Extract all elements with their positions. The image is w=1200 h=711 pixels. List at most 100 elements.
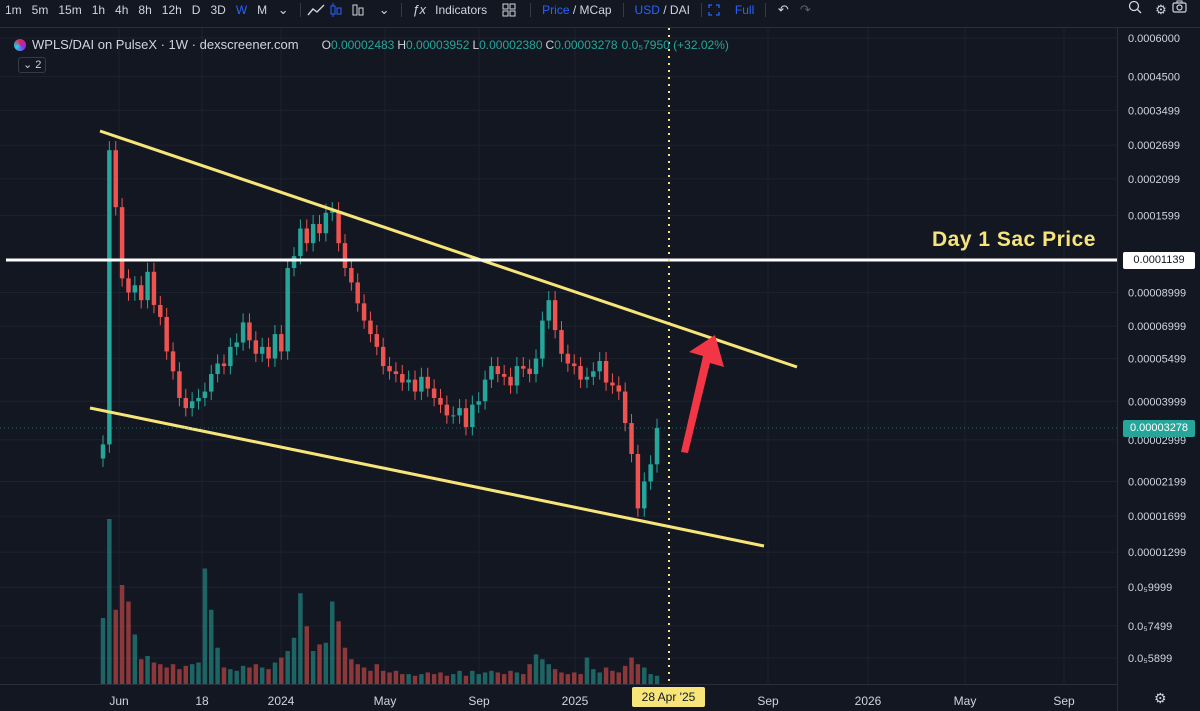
chevron-down-icon[interactable]: ⌄	[378, 2, 390, 17]
candle-body	[285, 268, 290, 352]
price-tick-label: 0.00001699	[1128, 511, 1186, 523]
candle-body	[591, 371, 596, 377]
timeframe-4h[interactable]: 4h	[115, 3, 129, 17]
volume-bar	[642, 667, 647, 684]
candle-body	[610, 382, 615, 386]
volume-bar	[298, 593, 303, 684]
upward-arrow[interactable]	[681, 335, 724, 453]
candle-body	[368, 320, 373, 335]
volume-bar	[431, 674, 437, 684]
candle-body	[533, 358, 539, 375]
volume-bar	[228, 669, 233, 684]
candle-body	[527, 368, 532, 375]
undo-icon[interactable]: ↶	[777, 2, 789, 17]
candle-body	[425, 376, 430, 389]
bars-icon[interactable]	[351, 3, 373, 17]
candle-body	[476, 401, 481, 405]
candle-body	[183, 397, 189, 409]
volume-bar	[317, 644, 322, 684]
volume-bar	[291, 637, 297, 684]
candle-body	[521, 366, 526, 369]
volume-bar	[406, 674, 411, 684]
fullscreen-icon[interactable]	[708, 4, 730, 16]
timeframe-1m[interactable]: 1m	[5, 3, 22, 17]
volume-bar	[521, 674, 526, 684]
timeframe-1h[interactable]: 1h	[91, 3, 106, 17]
volume-bar	[610, 670, 615, 684]
price-toggle[interactable]: Price / MCap	[542, 3, 612, 17]
layout-grid-icon[interactable]	[502, 3, 524, 17]
day1-price-tag: 0.0001139	[1123, 252, 1195, 269]
time-tick-label: Jun	[109, 694, 128, 708]
volume-bar	[603, 667, 609, 684]
volume-bar	[247, 667, 252, 684]
volume-bar	[508, 670, 513, 684]
chevron-down-icon[interactable]: ⌄	[277, 2, 289, 17]
volume-bar	[451, 674, 456, 684]
price-tick-label: 0.00002199	[1128, 477, 1186, 489]
candle-body	[380, 346, 386, 367]
candle-body	[323, 212, 329, 234]
price-tick-label: 0.00003999	[1128, 396, 1186, 408]
camera-icon[interactable]	[1172, 0, 1194, 20]
volume-bar	[476, 674, 481, 684]
redo-icon[interactable]: ↷	[799, 2, 811, 17]
candle-body	[374, 334, 380, 347]
candle-body	[349, 268, 354, 283]
price-tick-label: 0.0006000	[1128, 33, 1180, 45]
full-button[interactable]: Full	[734, 3, 755, 17]
lower-trendline[interactable]	[89, 406, 765, 548]
timeframe-w[interactable]: W	[235, 3, 248, 17]
candle-body	[412, 379, 418, 392]
chart-settings-icon[interactable]: ⚙	[1154, 690, 1167, 706]
timeframe-d[interactable]: D	[191, 3, 201, 17]
candle-body	[540, 320, 545, 359]
candle-body	[438, 397, 443, 405]
volume-bar	[177, 669, 182, 684]
candle-body	[234, 342, 239, 347]
volume-bar	[489, 670, 494, 684]
timeframe-8h[interactable]: 8h	[138, 3, 152, 17]
collapse-indicators-toggle[interactable]: ⌄ 2	[18, 57, 47, 73]
timeframe-3d[interactable]: 3D	[210, 3, 226, 17]
crosshair-date-tag: 28 Apr '25	[632, 687, 705, 707]
volume-bar	[412, 675, 418, 684]
line-chart-icon[interactable]	[307, 3, 329, 17]
volume-bar	[546, 664, 551, 684]
search-icon[interactable]	[1128, 0, 1150, 20]
candle-body	[107, 150, 112, 445]
candle-body	[196, 397, 201, 402]
candle-body	[202, 391, 208, 398]
chart-legend: WPLS/DAI on PulseX · 1W · dexscreener.co…	[14, 37, 729, 52]
candle-body	[164, 316, 169, 352]
timeframe-12h[interactable]: 12h	[161, 3, 182, 17]
candle-body	[279, 334, 284, 352]
candle-body	[463, 408, 469, 428]
candle-body	[126, 278, 131, 293]
candle-body	[291, 256, 297, 269]
volume-bar	[336, 621, 341, 684]
volume-bar	[648, 674, 653, 684]
toolbar-divider	[622, 3, 624, 17]
volume-bar	[253, 664, 259, 684]
chart-title: WPLS/DAI on PulseX · 1W · dexscreener.co…	[32, 37, 299, 52]
time-tick-label: 2024	[268, 694, 295, 708]
function-icon[interactable]: ƒx	[412, 2, 426, 17]
volume-bar	[107, 519, 112, 684]
timeframe-15m[interactable]: 15m	[58, 3, 82, 17]
settings-icon[interactable]: ⚙	[1155, 2, 1167, 17]
upper-trendline[interactable]	[99, 129, 798, 369]
timeframe-5m[interactable]: 5m	[31, 3, 49, 17]
indicators-button[interactable]: Indicators	[435, 3, 488, 17]
mcap-label: MCap	[579, 3, 612, 17]
candle-body	[489, 366, 494, 380]
price-tick-label: 0.0001599	[1128, 210, 1180, 222]
dai-label: DAI	[669, 3, 690, 17]
candles-icon[interactable]	[329, 3, 351, 17]
price-tick-label: 0.0004500	[1128, 72, 1180, 84]
timeframe-m[interactable]: M	[257, 3, 268, 17]
candle-body	[317, 223, 322, 234]
volume-bar	[393, 670, 399, 684]
currency-toggle[interactable]: USD / DAI	[634, 3, 690, 17]
